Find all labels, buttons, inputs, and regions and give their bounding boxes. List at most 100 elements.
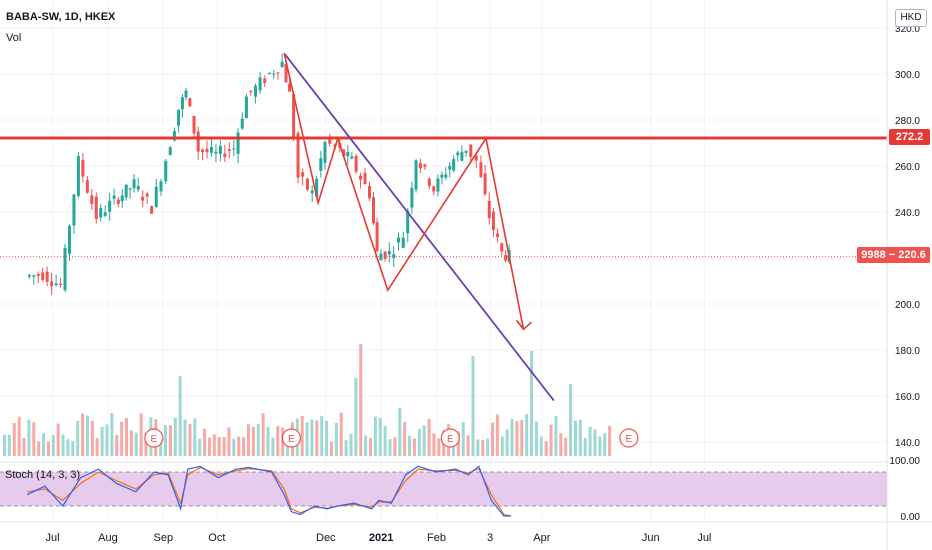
candle (392, 254, 396, 258)
candle (396, 237, 400, 243)
volume-bar (256, 423, 260, 456)
volume-bar (188, 424, 192, 456)
volume-bar (505, 429, 509, 456)
price-tick-label: 300.0 (895, 70, 920, 81)
candle (154, 186, 158, 207)
time-tick-label: Aug (98, 532, 118, 544)
volume-bar (329, 441, 333, 456)
candle (201, 149, 205, 153)
candle (440, 174, 444, 178)
volume-bar (305, 422, 309, 456)
candle (172, 131, 176, 141)
price-tick-label: 240.0 (895, 208, 920, 219)
volume-bar (573, 420, 577, 456)
earnings-marker (619, 428, 639, 448)
volume-bar (276, 426, 280, 456)
volume-bar (56, 423, 60, 456)
candle (120, 195, 124, 202)
candle (50, 281, 54, 287)
volume-bar (90, 420, 94, 456)
volume-bar (232, 438, 236, 456)
volume-bar (481, 439, 485, 456)
candle (464, 150, 468, 153)
volume-bar (432, 433, 436, 456)
price-axis-bg (887, 0, 932, 550)
candle (223, 153, 227, 157)
candle (272, 73, 276, 75)
time-axis[interactable]: Jul Aug Sep Oct Dec 2021 Feb 3 Apr Jun Jul (0, 521, 932, 544)
candle (423, 164, 427, 167)
candle (315, 178, 319, 197)
time-tick-label: Feb (427, 532, 446, 544)
candle (323, 141, 327, 163)
volume-bar (66, 439, 70, 456)
candle (367, 186, 371, 199)
candle (103, 212, 107, 216)
candle (456, 152, 460, 156)
volume-bar (422, 425, 426, 456)
candle (150, 206, 154, 214)
volume-bar (500, 436, 504, 456)
volume-bar (247, 424, 250, 456)
pattern-zigzag[interactable] (283, 53, 533, 331)
volume-bar (339, 412, 343, 456)
candle (36, 274, 40, 276)
volume-bar (510, 419, 514, 456)
volume-bar (42, 433, 46, 456)
volume-bar (598, 436, 602, 456)
candle (145, 193, 149, 197)
volume-bar (271, 437, 275, 456)
volume-bar (383, 425, 387, 456)
candle (164, 161, 168, 182)
candle (54, 283, 58, 286)
candle (359, 175, 363, 180)
candle (474, 155, 478, 161)
volume-bar (3, 434, 6, 456)
candle (85, 180, 89, 193)
volume-bar (491, 422, 494, 456)
price-axis[interactable]: 320.0300.0280.0260.0240.0220.0200.0180.0… (886, 0, 932, 550)
candlesticks (27, 53, 511, 295)
earnings-marker-label: E (626, 434, 633, 445)
trendline[interactable] (283, 52, 555, 402)
candle (94, 196, 98, 220)
volume-bar (173, 417, 177, 456)
earnings-marker-label: E (151, 434, 158, 445)
time-tick-label: Sep (153, 532, 173, 544)
volume-bar (198, 438, 202, 456)
volume-bar (412, 438, 416, 456)
candle (504, 255, 508, 261)
candle (276, 72, 280, 74)
candle (188, 98, 192, 107)
candle (284, 63, 288, 83)
candle (301, 172, 305, 177)
candle (27, 274, 31, 277)
volume-bar (144, 432, 148, 456)
last-price-tag: 9988 − 220.6 (857, 247, 930, 263)
zigzag-arrowhead (515, 319, 533, 331)
volume-bar (129, 430, 133, 456)
candle (232, 148, 236, 150)
candle (305, 178, 309, 190)
time-tick-label: Jul (46, 532, 60, 544)
time-tick-label: Oct (208, 532, 225, 544)
currency-badge[interactable]: HKD (895, 9, 927, 27)
volume-bar (530, 351, 534, 456)
candle (448, 166, 452, 170)
candle (500, 243, 504, 252)
candle (209, 146, 213, 153)
symbol-title[interactable]: BABA-SW, 1D, HKEX (6, 11, 116, 23)
candle (350, 156, 354, 159)
volume-bar (495, 414, 499, 456)
volume-bar (427, 419, 431, 456)
volume-bar (461, 422, 465, 456)
candle (406, 210, 410, 234)
candle (444, 174, 448, 178)
candle (267, 73, 271, 75)
candle (45, 271, 49, 282)
candle (401, 237, 405, 248)
time-tick-label: 2021 (369, 532, 393, 544)
candle (63, 247, 67, 291)
volume-bar (164, 425, 168, 456)
